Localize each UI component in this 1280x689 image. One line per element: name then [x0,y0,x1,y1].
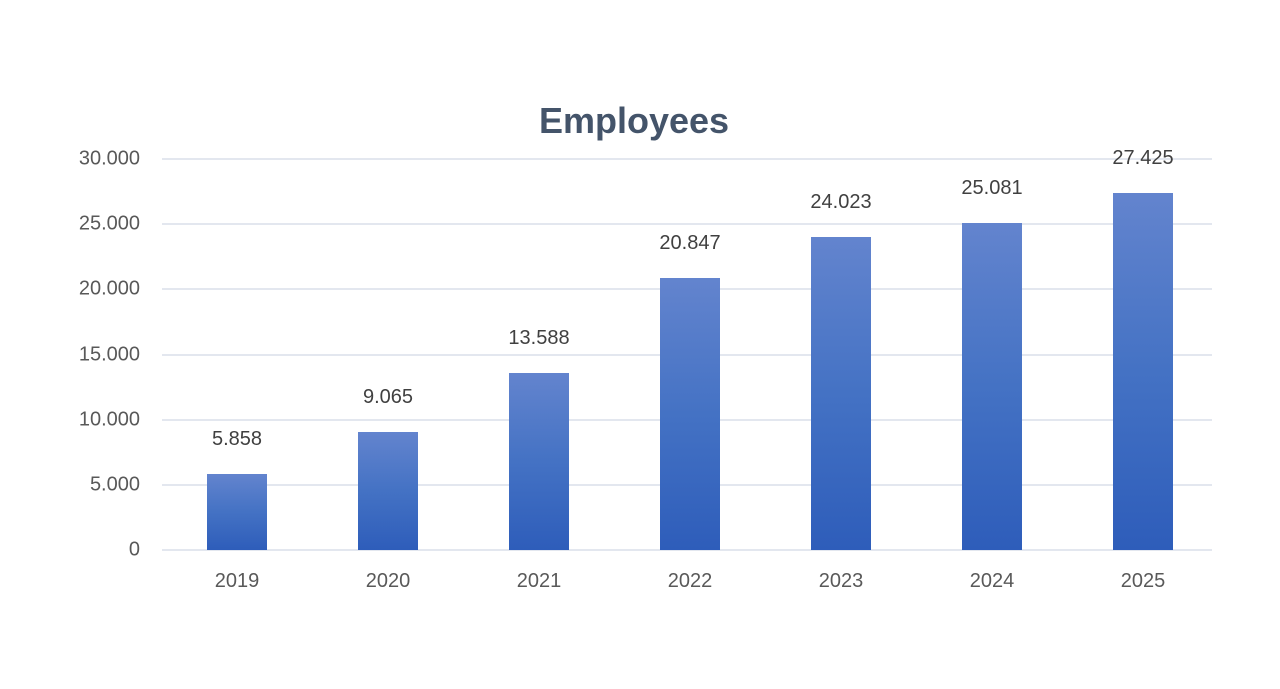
data-label: 25.081 [961,177,1023,200]
bar-2024 [962,223,1022,550]
y-axis-tick-label: 0 [128,538,140,561]
bar-2020 [358,431,418,550]
y-axis-tick-label: 20.000 [78,277,140,300]
gridline [162,223,1212,226]
chart-title: Employees [538,100,730,141]
x-axis-tick-label: 2024 [969,570,1015,592]
y-axis-tick-label: 15.000 [78,343,140,365]
y-axis-tick-label: 5.000 [89,473,140,496]
bar-2021 [509,372,569,550]
y-axis-tick-label: 10.000 [78,408,140,431]
y-axis-tick-label: 30.000 [78,147,140,170]
x-axis-tick-label: 2020 [365,570,411,592]
bar-2025 [1113,192,1173,550]
x-axis-tick-label: 2021 [516,570,562,592]
x-axis-tick-label: 2022 [667,570,713,592]
x-axis-tick-label: 2025 [1120,570,1166,592]
gridline [162,549,1212,551]
gridline [162,158,1212,160]
x-axis-tick-label: 2019 [214,570,260,592]
data-label: 9.065 [362,385,414,408]
bar-2023 [811,236,871,550]
data-label: 5.858 [211,427,263,450]
bar-2022 [660,278,720,550]
data-label: 27.425 [1112,146,1174,169]
x-axis-tick-label: 2023 [818,570,864,592]
y-axis-tick-label: 25.000 [78,212,140,235]
bar-2019 [207,473,267,550]
data-label: 13.588 [508,326,570,349]
data-label: 20.847 [659,232,721,255]
data-label: 24.023 [810,190,872,213]
